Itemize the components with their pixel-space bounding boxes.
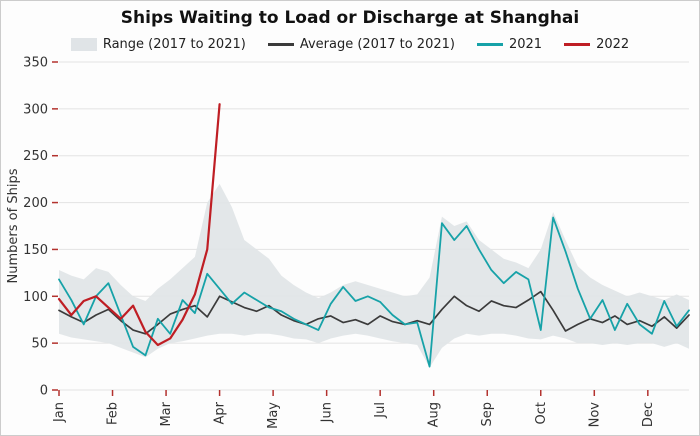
series-line-0	[58, 290, 690, 335]
y-axis-title: Numbers of Ships	[6, 168, 21, 283]
legend-swatch-range	[70, 37, 97, 51]
x-tick-label: Oct	[534, 402, 549, 424]
x-tick-label: Apr	[213, 401, 228, 424]
x-axis-labels: Jan Feb Mar Apr May Jun Jul Aug Sep Oct Nov Dec	[52, 390, 656, 429]
y-tick-label: 250	[23, 149, 48, 164]
x-tick-label: Aug	[427, 402, 442, 427]
x-tick-label: Sep	[480, 402, 495, 427]
y-tick-label: 350	[23, 56, 48, 71]
legend-label-average: Average (2017 to 2021)	[299, 36, 455, 52]
x-tick-label: Feb	[106, 402, 121, 425]
chart-svg: Numbers of Ships 0 50 100 150 200 250 300 350 J…	[6, 56, 690, 429]
legend-item-range: Range (2017 to 2021)	[70, 36, 246, 52]
legend-label-2021: 2021	[508, 36, 543, 52]
chart-title: Ships Waiting to Load or Discharge at Sh…	[120, 8, 580, 28]
legend-item-2022: 2022	[564, 37, 629, 52]
legend-item-average: Average (2017 to 2021)	[267, 36, 455, 52]
legend-swatch-average	[267, 42, 294, 46]
range-band-area	[59, 183, 689, 368]
x-tick-label: Jun	[320, 402, 335, 423]
x-tick-label: Dec	[641, 402, 656, 427]
legend-swatch-2021	[476, 42, 503, 46]
legend-swatch-2022	[564, 42, 591, 46]
legend-item-2021: 2021	[476, 36, 543, 52]
data-lines	[57, 103, 690, 368]
legend-label-2022: 2022	[596, 36, 630, 52]
y-tick-label: 0	[40, 384, 48, 399]
y-axis-labels: 0 50 100 150 200 250 300 350	[23, 56, 58, 399]
y-tick-label: 100	[23, 290, 48, 305]
chart-legend: Range (2017 to 2021) Average (2017 to 20…	[1, 34, 699, 54]
x-tick-label: Mar	[159, 401, 174, 426]
y-tick-label: 300	[23, 102, 48, 117]
x-tick-label: Nov	[587, 402, 602, 428]
x-tick-label: May	[266, 402, 281, 429]
y-tick-label: 200	[23, 196, 48, 211]
y-tick-label: 150	[23, 243, 48, 258]
series-line-2	[57, 103, 221, 347]
x-tick-label: Jul	[373, 402, 388, 419]
x-tick-label: Jan	[52, 402, 67, 423]
range-band	[59, 183, 689, 368]
legend-label-range: Range (2017 to 2021)	[102, 36, 246, 52]
series-line-1	[58, 216, 690, 368]
y-tick-label: 50	[31, 337, 48, 352]
